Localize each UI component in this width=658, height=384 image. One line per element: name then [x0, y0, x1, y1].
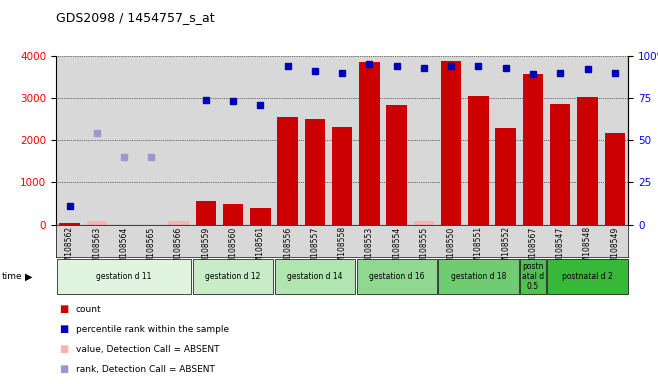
Text: GSM108551: GSM108551: [474, 226, 483, 272]
Text: ■: ■: [59, 344, 68, 354]
Text: postnatal d 2: postnatal d 2: [562, 272, 613, 281]
Text: GSM108559: GSM108559: [201, 226, 211, 273]
Bar: [550, 104, 570, 225]
Text: GSM108554: GSM108554: [392, 226, 401, 273]
FancyBboxPatch shape: [275, 259, 355, 294]
Text: ■: ■: [59, 324, 68, 334]
Text: count: count: [76, 305, 101, 314]
Bar: [59, 223, 80, 225]
Text: GSM108564: GSM108564: [120, 226, 128, 273]
Text: gestation d 16: gestation d 16: [369, 272, 424, 281]
Text: ■: ■: [59, 364, 68, 374]
Text: GSM108557: GSM108557: [311, 226, 319, 273]
Bar: [278, 116, 298, 225]
Text: GSM108565: GSM108565: [147, 226, 156, 273]
FancyBboxPatch shape: [57, 259, 191, 294]
Bar: [359, 62, 380, 225]
Bar: [605, 133, 625, 225]
Text: GSM108547: GSM108547: [556, 226, 565, 273]
Text: ▶: ▶: [25, 271, 32, 281]
Bar: [195, 201, 216, 225]
Text: time: time: [1, 272, 22, 281]
FancyBboxPatch shape: [357, 259, 437, 294]
Text: GSM108560: GSM108560: [228, 226, 238, 273]
Text: gestation d 14: gestation d 14: [287, 272, 343, 281]
Text: gestation d 11: gestation d 11: [96, 272, 152, 281]
FancyBboxPatch shape: [520, 259, 545, 294]
Text: gestation d 18: gestation d 18: [451, 272, 506, 281]
Text: GSM108562: GSM108562: [65, 226, 74, 272]
Text: value, Detection Call = ABSENT: value, Detection Call = ABSENT: [76, 344, 219, 354]
Bar: [577, 97, 597, 225]
Bar: [414, 221, 434, 225]
Text: GSM108553: GSM108553: [365, 226, 374, 273]
Text: ■: ■: [59, 304, 68, 314]
Bar: [332, 127, 353, 225]
Text: GSM108558: GSM108558: [338, 226, 347, 272]
Text: GSM108548: GSM108548: [583, 226, 592, 272]
Text: rank, Detection Call = ABSENT: rank, Detection Call = ABSENT: [76, 364, 215, 374]
Text: gestation d 12: gestation d 12: [205, 272, 261, 281]
FancyBboxPatch shape: [438, 259, 519, 294]
Bar: [522, 74, 544, 225]
Bar: [468, 96, 489, 225]
Text: percentile rank within the sample: percentile rank within the sample: [76, 324, 229, 334]
Text: GSM108566: GSM108566: [174, 226, 183, 273]
Bar: [223, 204, 243, 225]
Text: GSM108567: GSM108567: [528, 226, 538, 273]
Text: GSM108549: GSM108549: [610, 226, 619, 273]
Bar: [250, 208, 270, 225]
Text: GSM108552: GSM108552: [501, 226, 510, 272]
Bar: [495, 128, 516, 225]
Bar: [386, 105, 407, 225]
Text: GSM108556: GSM108556: [283, 226, 292, 273]
FancyBboxPatch shape: [547, 259, 628, 294]
Bar: [305, 119, 325, 225]
Text: GSM108563: GSM108563: [92, 226, 101, 273]
Bar: [87, 221, 107, 225]
FancyBboxPatch shape: [193, 259, 273, 294]
Text: GSM108550: GSM108550: [447, 226, 456, 273]
Text: postn
atal d
0.5: postn atal d 0.5: [522, 262, 544, 291]
Bar: [168, 221, 189, 225]
Bar: [441, 61, 461, 225]
Text: GSM108561: GSM108561: [256, 226, 265, 272]
Text: GDS2098 / 1454757_s_at: GDS2098 / 1454757_s_at: [56, 12, 215, 25]
Text: GSM108555: GSM108555: [419, 226, 428, 273]
